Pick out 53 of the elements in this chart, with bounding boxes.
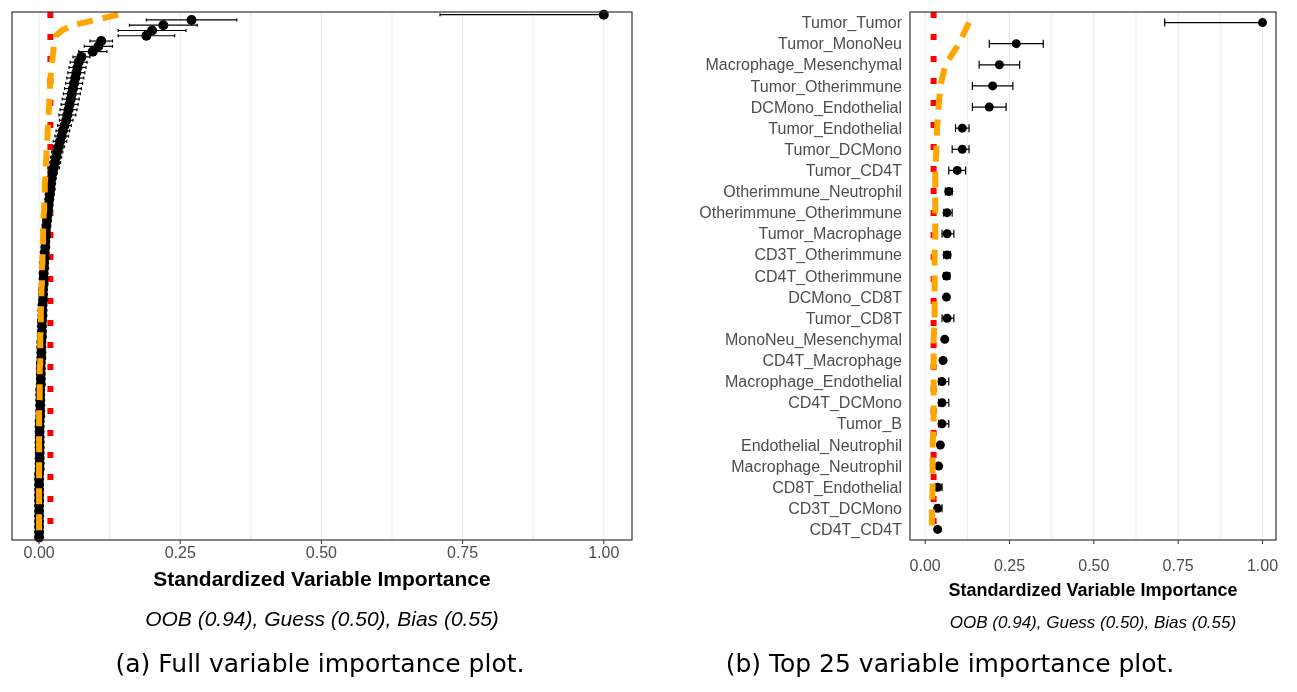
point — [935, 440, 945, 450]
point — [952, 165, 962, 175]
y-tick-label: CD8T_Endothelial — [772, 478, 902, 497]
point — [1011, 39, 1021, 49]
y-tick-label: Tumor_Endothelial — [768, 119, 902, 138]
y-tick-label: CD3T_Otherimmune — [754, 246, 903, 265]
y-tick-label: Macrophage_Endothelial — [724, 373, 902, 392]
y-tick-label: Tumor_MonoNeu — [778, 35, 902, 54]
y-tick-label: CD4T_Otherimmune — [754, 267, 903, 286]
y-tick-label: Tumor_Macrophage — [758, 225, 903, 244]
point — [1258, 18, 1268, 28]
y-tick-label: CD3T_DCMono — [788, 499, 903, 518]
x-tick-label: 0.75 — [447, 544, 479, 561]
y-tick-label: CD4T_CD4T — [809, 521, 903, 540]
point — [933, 524, 943, 534]
y-tick-label: DCMono_Endothelial — [750, 98, 902, 117]
y-tick-label: Tumor_Otherimmune — [750, 77, 903, 96]
y-tick-label: Tumor_DCMono — [784, 140, 903, 159]
text: (a) Full variable importance plot. — [115, 649, 525, 678]
y-tick-label: CD4T_Macrophage — [762, 352, 903, 371]
point — [988, 81, 998, 91]
y-tick-label: Macrophage_Neutrophil — [731, 457, 902, 476]
y-tick-label: CD4T_DCMono — [788, 394, 903, 413]
y-tick-label: Macrophage_Mesenchymal — [705, 56, 902, 75]
x-tick-label: 1.00 — [1246, 557, 1279, 574]
y-tick-label: DCMono_CD8T — [788, 288, 903, 307]
y-tick-label: Tumor_B — [836, 415, 902, 434]
point — [938, 355, 948, 365]
y-tick-label: Tumor_CD8T — [805, 309, 903, 328]
point — [984, 102, 994, 112]
text: (b) Top 25 variable importance plot. — [725, 649, 1175, 678]
point — [957, 144, 967, 154]
x-axis-title: Standardized Variable Importance — [153, 567, 491, 590]
x-tick-label: 0.00 — [23, 544, 55, 561]
point — [940, 334, 950, 344]
x-tick-label: 0.00 — [909, 557, 941, 574]
x-tick-label: 0.50 — [305, 544, 338, 561]
x-tick-label: 1.00 — [588, 544, 620, 561]
x-tick-label: 0.50 — [1078, 557, 1110, 574]
x-axis-title: Standardized Variable Importance — [948, 580, 1238, 600]
y-tick-label: Tumor_CD4T — [805, 162, 903, 180]
x-tick-label: 0.25 — [164, 544, 196, 561]
text: OOB (0.94), Guess (0.50), Bias (0.55) — [145, 607, 499, 630]
y-tick-label: Otherimmune_Neutrophil — [723, 183, 902, 202]
point — [941, 292, 951, 302]
y-tick-label: Otherimmune_Otherimmune — [699, 204, 903, 223]
y-tick-label: MonoNeu_Mesenchymal — [725, 330, 902, 349]
x-tick-label: 0.75 — [1162, 557, 1194, 574]
x-tick-label: 0.25 — [993, 557, 1026, 574]
text: OOB (0.94), Guess (0.50), Bias (0.55) — [949, 613, 1237, 632]
y-tick-label: Tumor_Tumor — [801, 14, 903, 33]
y-tick-label: Endothelial_Neutrophil — [741, 436, 902, 455]
point — [994, 60, 1004, 70]
